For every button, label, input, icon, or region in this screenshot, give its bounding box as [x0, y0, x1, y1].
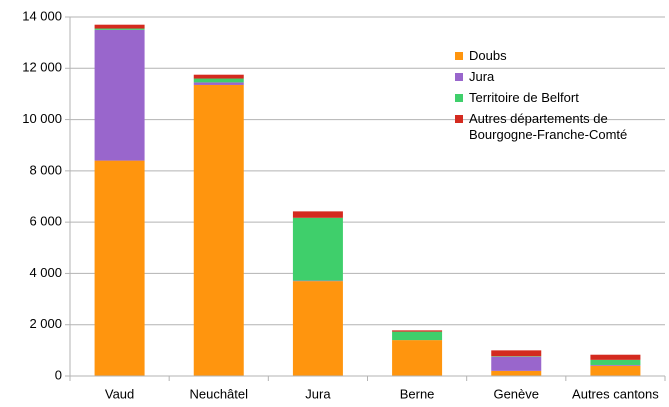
- bar-segment: [590, 354, 641, 360]
- bar-segment: [193, 82, 244, 85]
- legend-label: Territoire de Belfort: [469, 90, 579, 105]
- bar-segment: [491, 350, 542, 357]
- x-tick-label: Jura: [305, 386, 331, 401]
- bar-segment: [590, 364, 641, 366]
- y-tick-label: 14 000: [22, 8, 62, 23]
- bar-segment: [590, 359, 641, 365]
- x-tick-label: Genève: [493, 386, 539, 401]
- bar-segment: [590, 365, 641, 376]
- y-tick-label: 0: [55, 367, 62, 382]
- bar-segment: [193, 74, 244, 79]
- y-tick-label: 2 000: [29, 316, 62, 331]
- legend-swatch: [455, 73, 463, 81]
- bar-segment: [94, 29, 145, 161]
- bar-segment: [292, 217, 343, 281]
- legend-item: Territoire de Belfort: [455, 90, 659, 106]
- legend: Doubs Jura Territoire de Belfort Autres dép…: [455, 48, 659, 148]
- bar-segment: [491, 356, 542, 371]
- y-tick-label: 12 000: [22, 60, 62, 75]
- legend-swatch: [455, 52, 463, 60]
- x-tick-label: Berne: [400, 386, 435, 401]
- bar-segment: [193, 78, 244, 83]
- legend-item: Jura: [455, 69, 659, 85]
- y-tick-label: 4 000: [29, 265, 62, 280]
- bar-segment: [193, 84, 244, 376]
- bar-segment: [392, 330, 443, 332]
- legend-item: Autres départements de Bourgogne-Franche…: [455, 111, 659, 143]
- x-tick-label: Neuchâtel: [189, 386, 248, 401]
- legend-swatch: [455, 94, 463, 102]
- legend-label: Doubs: [469, 48, 507, 63]
- y-tick-label: 6 000: [29, 214, 62, 229]
- legend-swatch: [455, 115, 463, 123]
- bar-segment: [94, 28, 145, 30]
- bar-segment: [292, 211, 343, 218]
- x-tick-label: Vaud: [105, 386, 134, 401]
- legend-item: Doubs: [455, 48, 659, 64]
- y-tick-label: 8 000: [29, 162, 62, 177]
- bar-segment: [491, 370, 542, 376]
- bar-segment: [94, 160, 145, 376]
- bar-segment: [94, 24, 145, 29]
- legend-label: Autres départements de Bourgogne-Franche…: [469, 111, 628, 142]
- bar-segment: [392, 331, 443, 341]
- legend-label: Jura: [469, 69, 495, 84]
- y-tick-label: 10 000: [22, 111, 62, 126]
- x-tick-label: Autres cantons: [572, 386, 659, 401]
- bar-segment: [292, 281, 343, 376]
- bar-segment: [292, 280, 343, 282]
- bar-segment: [491, 356, 542, 357]
- bar-segment: [392, 340, 443, 376]
